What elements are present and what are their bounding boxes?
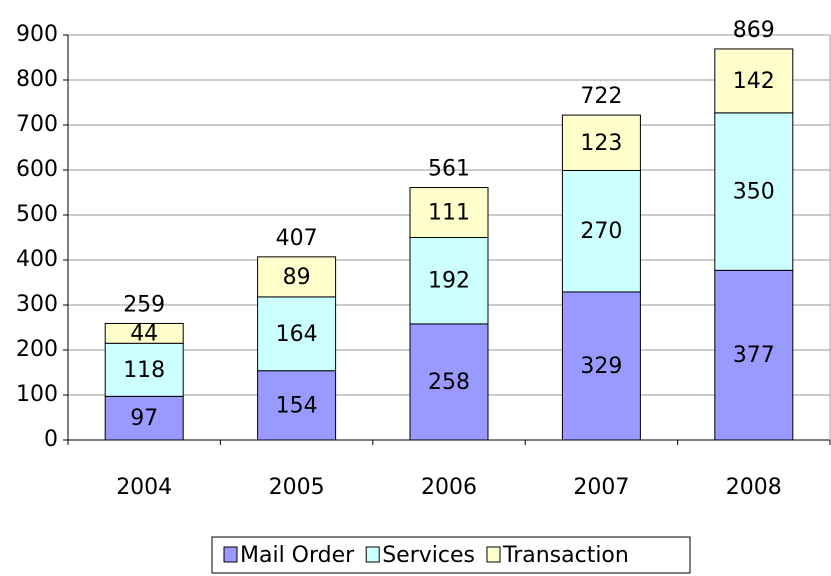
y-tick-label: 100 [16, 382, 58, 407]
total-label: 561 [428, 157, 470, 182]
value-label: 154 [276, 393, 318, 418]
total-label: 259 [123, 292, 165, 317]
x-tick-label: 2005 [269, 475, 325, 500]
bar-segment [104, 322, 184, 344]
value-label: 164 [276, 322, 318, 347]
y-tick-label: 700 [16, 112, 58, 137]
bar-segment [409, 187, 489, 239]
value-label: 111 [428, 201, 470, 226]
bar-segment [714, 269, 794, 441]
x-tick-label: 2007 [573, 475, 629, 500]
y-tick-label: 400 [16, 247, 58, 272]
bar-segment [714, 48, 794, 114]
x-tick-label: 2004 [116, 475, 172, 500]
legend-swatch [223, 546, 238, 563]
legend-swatch [365, 546, 380, 563]
y-tick-label: 800 [16, 67, 58, 92]
legend-label: Services [382, 543, 475, 568]
value-label: 97 [130, 406, 158, 431]
bar-segment [561, 291, 641, 441]
total-label: 722 [580, 84, 622, 109]
x-tick-label: 2008 [726, 475, 782, 500]
value-label: 258 [428, 370, 470, 395]
bar-segment [257, 370, 337, 441]
value-label: 192 [428, 269, 470, 294]
bar-segment [257, 256, 337, 298]
legend-box [211, 536, 691, 574]
bar-segment [561, 114, 641, 171]
total-label: 869 [733, 18, 775, 43]
bar-segment [714, 112, 794, 271]
value-label: 89 [283, 265, 311, 290]
bar-segment [409, 323, 489, 441]
legend-label: Transaction [502, 543, 629, 568]
y-tick-label: 900 [16, 22, 58, 47]
total-label: 407 [276, 226, 318, 251]
y-tick-label: 200 [16, 337, 58, 362]
y-tick-label: 600 [16, 157, 58, 182]
value-label: 350 [733, 180, 775, 205]
bar-segment [561, 169, 641, 293]
bar-segment [104, 342, 184, 397]
legend-label: Mail Order [240, 543, 355, 568]
y-tick-label: 300 [16, 292, 58, 317]
value-label: 118 [123, 358, 165, 383]
legend-swatch [486, 546, 501, 563]
value-label: 142 [733, 69, 775, 94]
value-label: 377 [733, 343, 775, 368]
value-label: 270 [580, 219, 622, 244]
value-label: 44 [130, 321, 158, 346]
bar-segment [257, 296, 337, 372]
bar-segment [409, 237, 489, 325]
bar-segment [104, 395, 184, 441]
x-tick-label: 2006 [421, 475, 477, 500]
value-label: 329 [580, 354, 622, 379]
value-label: 123 [580, 131, 622, 156]
y-tick-label: 0 [44, 427, 58, 452]
y-tick-label: 500 [16, 202, 58, 227]
